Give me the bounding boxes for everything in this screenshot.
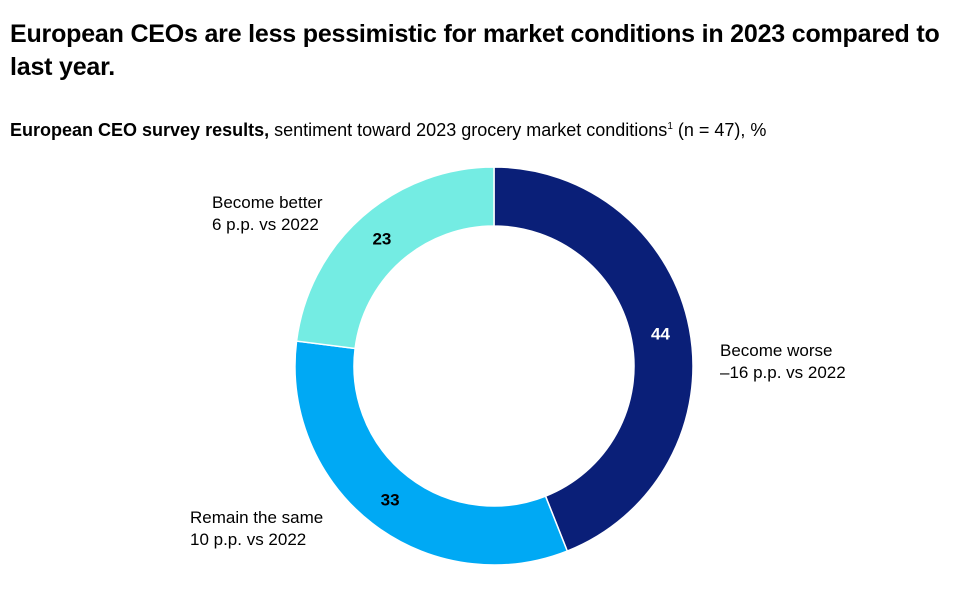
change-label-remain-the-same: 10 p.p. vs 2022 bbox=[190, 530, 306, 549]
value-label-become-better: 23 bbox=[372, 229, 391, 248]
donut-slice-remain-the-same bbox=[294, 340, 569, 566]
donut-slice-become-better bbox=[295, 166, 495, 350]
donut-slice-become-worse bbox=[493, 166, 694, 553]
subtitle-text: sentiment toward 2023 grocery market con… bbox=[274, 120, 668, 140]
category-label-become-better: Become better bbox=[212, 193, 323, 212]
chart-subtitle: European CEO survey results, sentiment t… bbox=[10, 118, 960, 142]
chart-title: European CEOs are less pessimistic for m… bbox=[10, 20, 940, 81]
category-label-remain-the-same: Remain the same bbox=[190, 508, 323, 527]
subtitle-tail: (n = 47), % bbox=[677, 120, 767, 140]
change-label-become-worse: –16 p.p. vs 2022 bbox=[720, 363, 846, 382]
footnote-marker: 1 bbox=[667, 121, 673, 132]
value-label-remain-the-same: 33 bbox=[381, 490, 400, 509]
category-label-become-worse: Become worse bbox=[720, 341, 832, 360]
subtitle-bold: European CEO survey results, bbox=[10, 120, 270, 140]
change-label-become-better: 6 p.p. vs 2022 bbox=[212, 215, 319, 234]
value-label-become-worse: 44 bbox=[651, 325, 670, 344]
